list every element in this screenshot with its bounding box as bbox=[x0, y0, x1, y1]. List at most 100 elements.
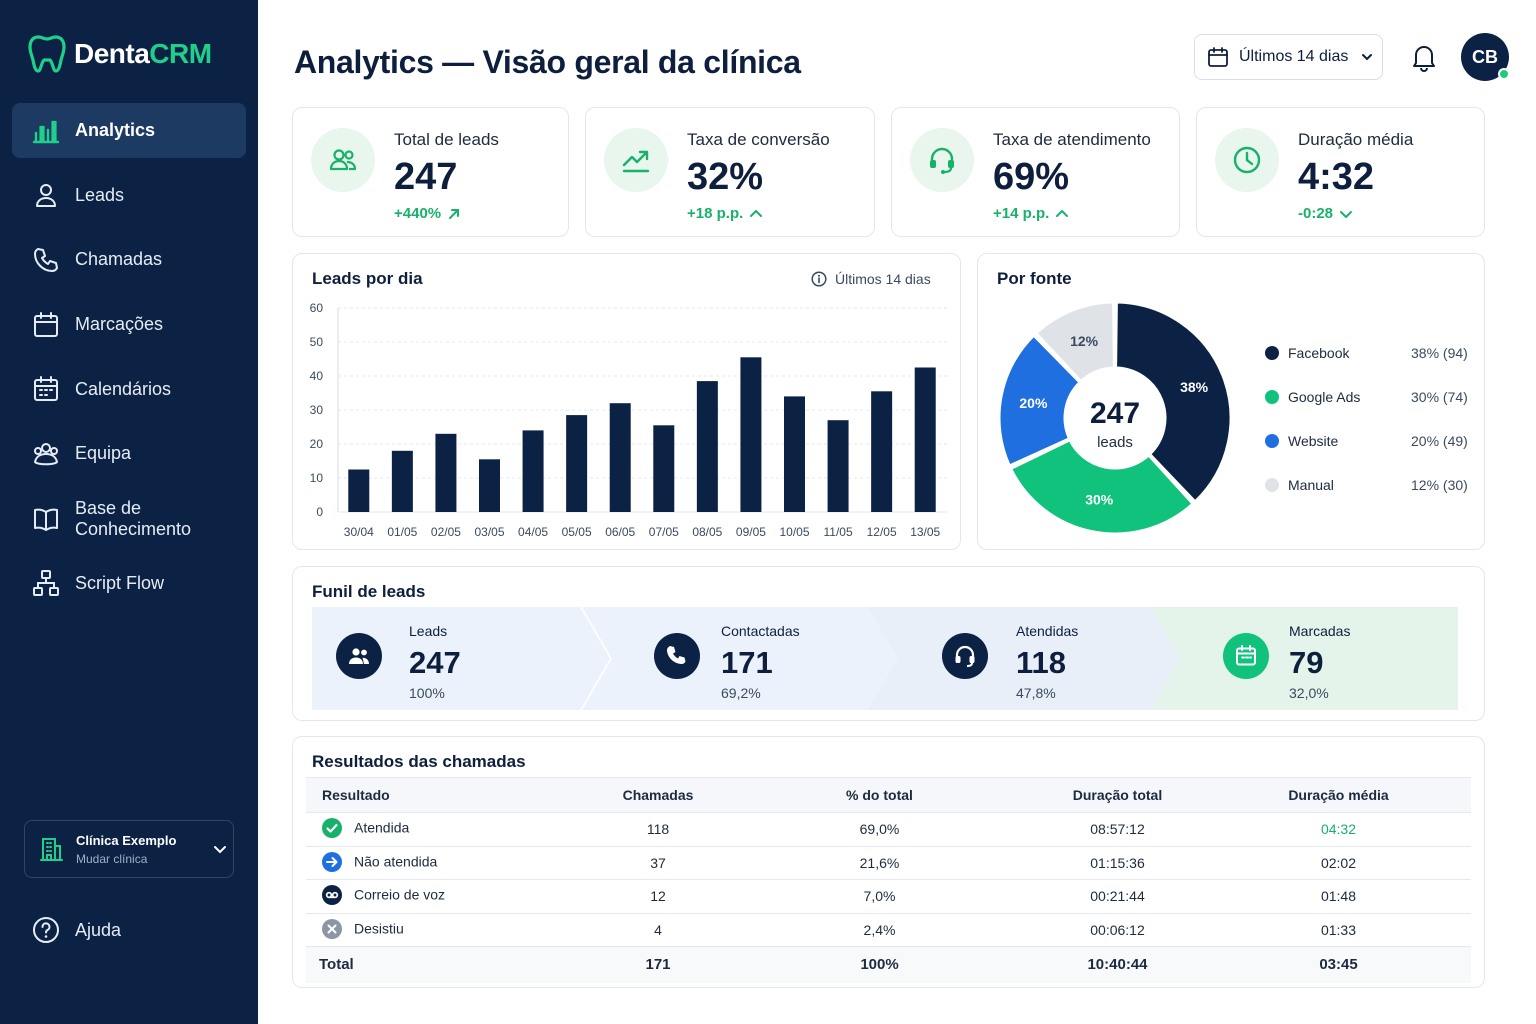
avg-duration-cell: 02:02 bbox=[1206, 846, 1471, 880]
legend-item[interactable]: Website 20% (49) bbox=[1265, 433, 1468, 449]
legend-item[interactable]: Google Ads 30% (74) bbox=[1265, 389, 1468, 405]
total-avg: 03:45 bbox=[1206, 946, 1471, 983]
kpi-value: 69% bbox=[993, 156, 1070, 198]
result-name: Desistiu bbox=[354, 920, 404, 937]
sidebar: DentaCRM Analytics Leads Chamadas Marcações… bbox=[0, 0, 258, 1024]
column-header[interactable]: Duração média bbox=[1206, 777, 1471, 813]
bell-icon[interactable] bbox=[1410, 42, 1438, 72]
chart-range-info[interactable]: Últimos 14 dias bbox=[811, 271, 931, 287]
avatar[interactable]: CB bbox=[1461, 33, 1510, 81]
legend-label: Facebook bbox=[1288, 345, 1350, 361]
total-duration-cell: 08:57:12 bbox=[1029, 812, 1206, 847]
x-tick-label: 01/05 bbox=[387, 525, 417, 539]
table-row[interactable]: Não atendida 37 21,6% 01:15:36 02:02 bbox=[306, 846, 1471, 880]
y-tick-label: 10 bbox=[310, 471, 324, 485]
funnel-step-label: Atendidas bbox=[1016, 623, 1079, 639]
bar-05/05[interactable] bbox=[566, 415, 588, 512]
pie-slice-facebook[interactable] bbox=[1114, 300, 1233, 505]
sidebar-item-label: Leads bbox=[75, 184, 125, 205]
sidebar-item-label: Marcações bbox=[75, 314, 164, 335]
logo[interactable]: DentaCRM bbox=[28, 34, 212, 74]
bar-12/05[interactable] bbox=[871, 391, 893, 512]
pie-slice-google-ads[interactable] bbox=[1008, 437, 1196, 536]
help-icon bbox=[33, 917, 59, 943]
table-row[interactable]: Desistiu 4 2,4% 00:06:12 01:33 bbox=[306, 913, 1471, 947]
bar-11/05[interactable] bbox=[827, 420, 849, 512]
legend-item[interactable]: Facebook 38% (94) bbox=[1265, 345, 1468, 361]
sidebar-item-label: Base de Conhecimento bbox=[75, 497, 192, 539]
calls-cell: 12 bbox=[586, 879, 730, 914]
bar-08/05[interactable] bbox=[696, 381, 718, 512]
delta-arrow-icon bbox=[1340, 210, 1353, 218]
bar-02/05[interactable] bbox=[435, 433, 457, 512]
delta-arrow-icon bbox=[449, 208, 460, 219]
x-tick-label: 06/05 bbox=[605, 525, 635, 539]
tooth-icon bbox=[28, 35, 66, 73]
chevron-down-icon bbox=[1362, 54, 1373, 61]
x-tick-label: 05/05 bbox=[562, 525, 592, 539]
bar-01/05[interactable] bbox=[391, 450, 413, 512]
sidebar-item-base-de-conhecimento[interactable]: Base de Conhecimento bbox=[12, 491, 246, 546]
legend-label: Manual bbox=[1288, 477, 1334, 493]
bar-09/05[interactable] bbox=[740, 357, 762, 512]
total-duration-cell: 01:15:36 bbox=[1029, 846, 1206, 880]
funnel-step-marcadas: Marcadas 79 32,0% bbox=[1150, 607, 1458, 710]
y-tick-label: 40 bbox=[310, 369, 324, 383]
x-tick-label: 09/05 bbox=[736, 525, 766, 539]
funnel-step-label: Marcadas bbox=[1289, 623, 1351, 639]
column-header[interactable]: % do total bbox=[730, 777, 1029, 813]
kpi-icon-circle bbox=[604, 128, 668, 192]
kpi-delta-value: -0:28 bbox=[1298, 205, 1334, 222]
legend-item[interactable]: Manual 12% (30) bbox=[1265, 477, 1468, 493]
calendar-icon bbox=[1208, 47, 1228, 67]
x-tick-label: 30/04 bbox=[344, 525, 374, 539]
sidebar-item-script-flow[interactable]: Script Flow bbox=[12, 556, 246, 611]
sidebar-item-calend-rios[interactable]: Calendários bbox=[12, 362, 246, 417]
sidebar-item-label: Equipa bbox=[75, 443, 132, 464]
sidebar-item-analytics[interactable]: Analytics bbox=[12, 103, 246, 158]
bar-30/04[interactable] bbox=[348, 469, 370, 513]
kpi-icon-circle bbox=[311, 128, 375, 192]
y-tick-label: 0 bbox=[316, 505, 323, 519]
total-duration-cell: 00:06:12 bbox=[1029, 913, 1206, 947]
users-icon bbox=[329, 149, 357, 171]
x-tick-label: 10/05 bbox=[779, 525, 809, 539]
sidebar-item-label: Calendários bbox=[75, 378, 172, 399]
bar-03/05[interactable] bbox=[479, 459, 500, 512]
help-link[interactable]: Ajuda bbox=[32, 916, 121, 944]
kpi-label: Taxa de conversão bbox=[687, 130, 830, 149]
pct-cell: 7,0% bbox=[730, 879, 1029, 914]
calls-cell: 4 bbox=[586, 913, 730, 947]
clinic-name: Clínica Exemplo bbox=[76, 832, 177, 848]
bar-06/05[interactable] bbox=[609, 403, 631, 512]
sidebar-item-equipa[interactable]: Equipa bbox=[12, 426, 246, 481]
bar-07/05[interactable] bbox=[653, 425, 675, 512]
column-header[interactable]: Chamadas bbox=[586, 777, 730, 813]
table-row[interactable]: Atendida 118 69,0% 08:57:12 04:32 bbox=[306, 812, 1471, 847]
headset-icon bbox=[930, 147, 954, 174]
leads-bar-chart: 0 10 20 30 40 50 60 30/04 01/05 02/05 03/05 04/05 05… bbox=[310, 301, 948, 539]
phone-icon bbox=[667, 646, 686, 664]
pie-slice-manual[interactable] bbox=[1033, 300, 1116, 384]
x-tick-label: 03/05 bbox=[474, 525, 504, 539]
delta-arrow-icon bbox=[750, 209, 763, 217]
table-row[interactable]: Correio de voz 12 7,0% 00:21:44 01:48 bbox=[306, 879, 1471, 914]
bar-10/05[interactable] bbox=[784, 396, 805, 512]
bar-13/05[interactable] bbox=[914, 367, 936, 513]
result-name: Correio de voz bbox=[354, 886, 446, 903]
user-icon bbox=[36, 184, 56, 208]
sidebar-item-marca-es[interactable]: Marcações bbox=[12, 297, 246, 352]
sidebar-item-chamadas[interactable]: Chamadas bbox=[12, 232, 246, 287]
pie-slice-website[interactable] bbox=[997, 333, 1083, 469]
date-range-select[interactable]: Últimos 14 dias bbox=[1194, 34, 1383, 80]
funnel-step-leads: Leads 247 100% bbox=[312, 607, 610, 710]
column-header[interactable]: Duração total bbox=[1029, 777, 1206, 813]
kpi-delta-value: +18 p.p. bbox=[687, 205, 744, 222]
bar-04/05[interactable] bbox=[522, 430, 544, 512]
column-header[interactable]: Resultado bbox=[306, 777, 586, 813]
kpi-card-4: Duração média 4:32 -0:28 bbox=[1196, 107, 1485, 237]
clinic-switcher[interactable]: Clínica Exemplo Mudar clínica bbox=[24, 820, 234, 878]
sidebar-item-label: Chamadas bbox=[75, 249, 163, 270]
arrow-right-icon bbox=[322, 851, 342, 872]
sidebar-item-leads[interactable]: Leads bbox=[12, 168, 246, 223]
